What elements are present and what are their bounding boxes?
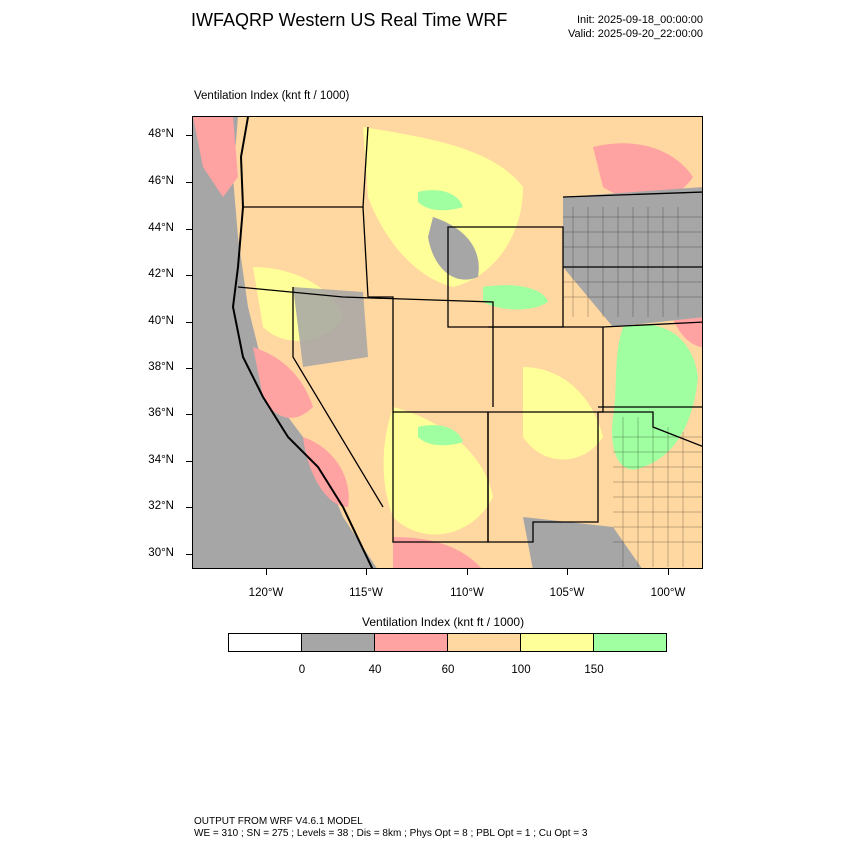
lon-label: 100°W [650,587,686,599]
lon-tick [266,569,267,575]
colorbar-tick-label: 60 [441,664,455,676]
lat-label: 38°N [148,361,174,373]
valid-time: Valid: 2025-09-20_22:00:00 [568,28,703,40]
colorbar-tick-label: 40 [368,664,382,676]
lat-tick [186,182,192,183]
lat-label: 42°N [148,268,174,280]
lon-label: 120°W [248,587,284,599]
lat-label: 48°N [148,128,174,140]
lat-label: 46°N [148,175,174,187]
colorbar-swatch [448,634,521,651]
lon-label: 115°W [349,587,383,599]
colorbar-swatch [521,634,594,651]
colorbar-swatch [375,634,448,651]
colorbar-swatch [594,634,666,651]
lat-tick [186,322,192,323]
lon-label: 110°W [450,587,484,599]
colorbar-tick-label: 0 [298,664,306,676]
map-plot [192,116,703,569]
page-title: IWFAQRP Western US Real Time WRF [191,10,508,30]
colorbar-swatch [302,634,375,651]
lat-tick [186,135,192,136]
colorbar-title: Ventilation Index (knt ft / 1000) [362,615,525,629]
lat-tick [186,554,192,555]
lat-label: 30°N [148,547,174,559]
footer-config-line: WE = 310 ; SN = 275 ; Levels = 38 ; Dis … [194,828,588,839]
lat-label: 44°N [148,222,174,234]
lat-label: 36°N [148,407,174,419]
init-time: Init: 2025-09-18_00:00:00 [577,14,703,26]
lat-tick [186,461,192,462]
lon-tick [467,569,468,575]
lat-tick [186,275,192,276]
lat-tick [186,507,192,508]
lat-label: 34°N [148,454,174,466]
lat-tick [186,229,192,230]
lat-label: 40°N [148,315,174,327]
colorbar-tick-label: 150 [584,664,604,676]
lon-label: 105°W [549,587,585,599]
lat-label: 32°N [148,500,174,512]
footer-model-line: OUTPUT FROM WRF V4.6.1 MODEL [194,816,363,827]
colorbar-swatch [229,634,302,651]
lat-tick [186,368,192,369]
lon-tick [668,569,669,575]
colorbar-tick-label: 100 [511,664,531,676]
map-fill [193,117,702,568]
lon-tick [567,569,568,575]
lat-tick [186,414,192,415]
colorbar [228,633,667,652]
field-label: Ventilation Index (knt ft / 1000) [194,90,350,102]
lon-tick [366,569,367,575]
